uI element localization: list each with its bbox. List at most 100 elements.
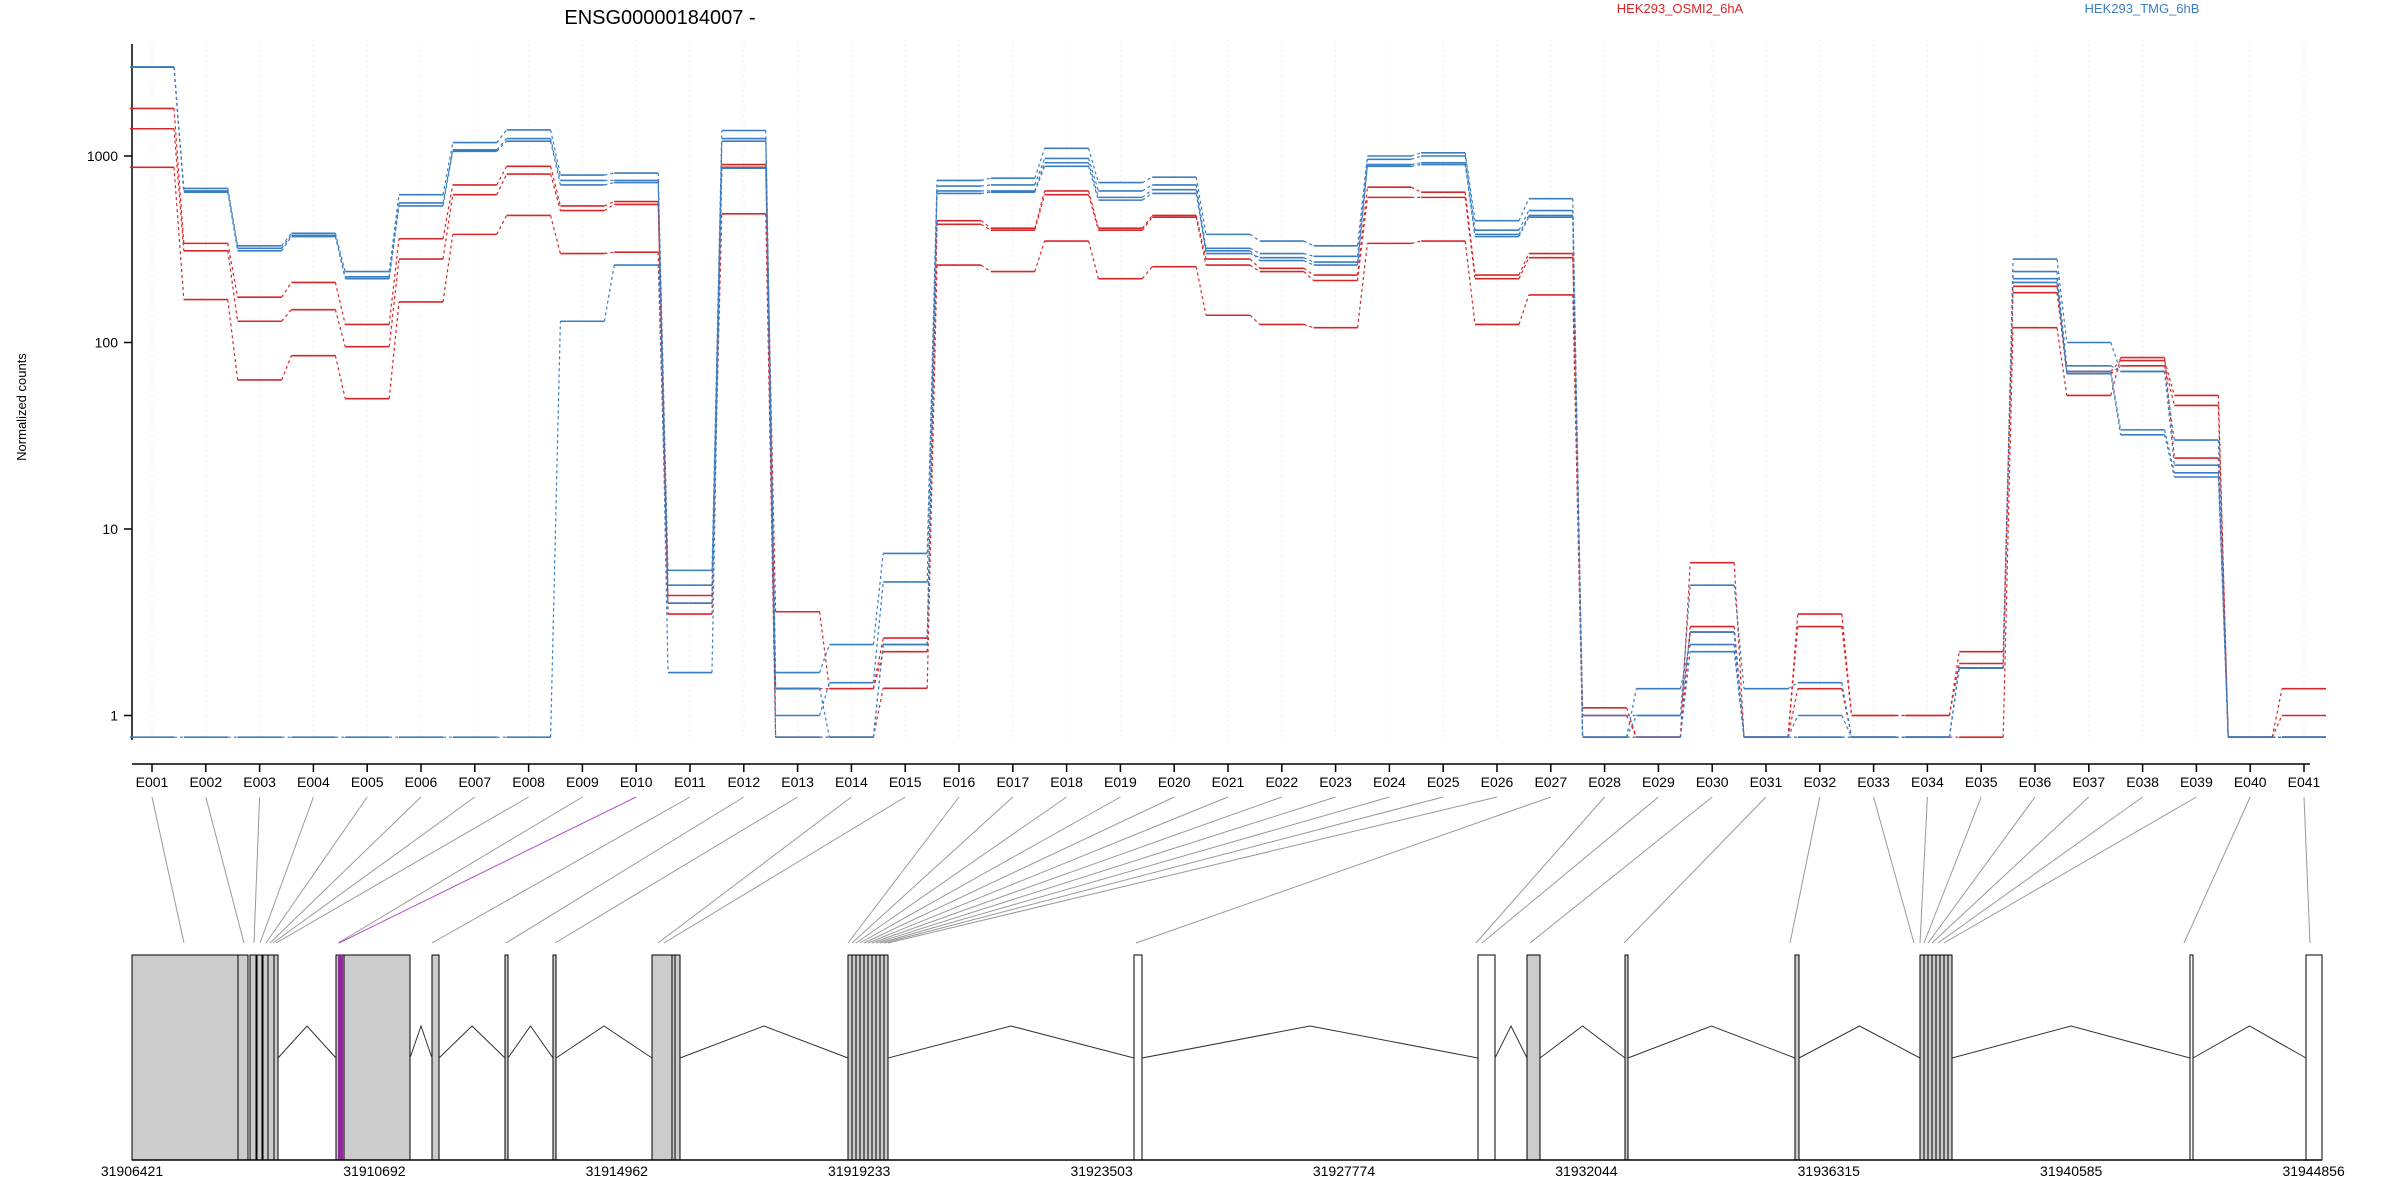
intron-9 xyxy=(1494,1024,1528,1059)
series-3-link xyxy=(173,167,185,300)
series-7-link xyxy=(1411,163,1422,167)
series-6-link xyxy=(1679,644,1691,689)
series-1-link xyxy=(2164,360,2175,396)
x-tick-label-e011: E011 xyxy=(674,774,706,790)
connector-e004 xyxy=(259,796,314,944)
series-7-link xyxy=(2217,476,2229,738)
series-4-link xyxy=(1088,148,1099,183)
series-lines xyxy=(130,66,2326,738)
series-2-link xyxy=(1303,271,1315,281)
x-tick-label-e003: E003 xyxy=(243,774,276,790)
x-tick-label-e017: E017 xyxy=(996,774,1029,790)
x-tick-label-e016: E016 xyxy=(943,774,976,790)
x-tick-label-e020: E020 xyxy=(1158,774,1191,790)
genomic-tick-label-6: 31927774 xyxy=(1313,1163,1376,1179)
x-tick-label-e025: E025 xyxy=(1427,774,1460,790)
series-5-link xyxy=(550,138,561,181)
exon-block-11 xyxy=(504,954,509,1161)
series-1-link xyxy=(281,282,292,298)
gene-model: 31906421 31910692 31914962 31919233 31923503… xyxy=(101,954,2345,1179)
series-5-link xyxy=(980,184,991,187)
series-7-link xyxy=(1034,166,1046,193)
series-3-link xyxy=(1357,243,1368,328)
series-2-link xyxy=(1841,626,1853,716)
exon-block-36 xyxy=(1939,954,1945,1161)
series-1-link xyxy=(442,184,454,239)
series-2-link xyxy=(281,309,292,322)
x-tick-label-e040: E040 xyxy=(2234,774,2267,790)
connector-e009 xyxy=(337,796,583,944)
connector-e018 xyxy=(855,796,1067,944)
series-1 xyxy=(130,107,2326,738)
series-3-link xyxy=(1411,240,1422,244)
series-6-link xyxy=(819,688,830,738)
exon-block-24 xyxy=(879,954,885,1161)
exon-block-33 xyxy=(1927,954,1933,1161)
series-3-link xyxy=(227,299,239,380)
series-2-link xyxy=(550,173,561,211)
connector-e013 xyxy=(554,796,798,944)
series-2-link xyxy=(1034,194,1046,231)
series-3-link xyxy=(388,301,400,399)
series-2-link xyxy=(980,223,992,231)
series-4-link xyxy=(980,177,991,181)
genomic-tick-label-3: 31914962 xyxy=(586,1163,649,1179)
exon-block-31 xyxy=(1919,954,1925,1161)
series-5-link xyxy=(2217,439,2229,738)
series-3-link xyxy=(281,355,292,381)
exon-block-13 xyxy=(651,954,673,1161)
intron-11 xyxy=(1627,1025,1796,1059)
chart-title: ENSG00000184007 - xyxy=(564,7,755,29)
connector-e028 xyxy=(1475,796,1605,944)
x-tick-label-e009: E009 xyxy=(566,774,599,790)
connector-e017 xyxy=(851,796,1014,944)
connector-e036 xyxy=(1927,796,2036,944)
connector-e012 xyxy=(505,796,745,944)
series-1-link xyxy=(819,611,830,689)
series-1-link xyxy=(1411,186,1422,193)
series-4-link xyxy=(496,129,508,143)
connector-e005 xyxy=(265,796,368,944)
series-4-link xyxy=(550,129,561,176)
x-tick-label-e039: E039 xyxy=(2180,774,2213,790)
series-7 xyxy=(130,163,2326,738)
intron-1 xyxy=(277,1025,337,1059)
series-1-link xyxy=(1141,215,1153,229)
series-6-link xyxy=(765,141,777,689)
series-6-link xyxy=(388,205,400,279)
intron-13 xyxy=(1951,1025,2191,1059)
series-5-link xyxy=(1142,184,1153,192)
exon-block-32 xyxy=(1923,954,1929,1161)
series-2-link xyxy=(388,259,400,347)
x-tick-label-e019: E019 xyxy=(1104,774,1137,790)
series-2-link xyxy=(1464,197,1476,279)
legend-label-osmi2: HEK293_OSMI2_6hA xyxy=(1617,1,1744,16)
exon-block-27 xyxy=(1477,954,1496,1161)
series-4-link xyxy=(1679,585,1691,716)
series-7-link xyxy=(1679,651,1691,738)
exon-connectors xyxy=(151,796,2311,944)
x-tick-label-e041: E041 xyxy=(2288,774,2321,790)
x-tick-label-e024: E024 xyxy=(1373,774,1406,790)
series-6-link xyxy=(1357,164,1368,263)
series-7-link xyxy=(980,191,991,195)
x-tick-label-e010: E010 xyxy=(620,774,653,790)
y-tick-label-1000: 1000 xyxy=(87,148,118,164)
series-3-link xyxy=(872,688,884,738)
x-tick-label-e004: E004 xyxy=(297,774,330,790)
intron-3 xyxy=(438,1025,506,1059)
exon-block-3 xyxy=(249,954,257,1161)
series-4-link xyxy=(1411,152,1422,157)
series-7-link xyxy=(711,168,723,604)
series-7-link xyxy=(657,265,669,604)
connector-e022 xyxy=(871,796,1282,944)
exon-block-17 xyxy=(851,954,857,1161)
series-3-link xyxy=(334,355,346,399)
intron-14 xyxy=(2192,1025,2307,1059)
series-2-link xyxy=(173,128,185,251)
series-2-link xyxy=(1141,216,1153,231)
x-tick-label-e027: E027 xyxy=(1534,774,1567,790)
series-4-link xyxy=(1626,715,1637,738)
series-5-link xyxy=(227,190,239,249)
series-4-link xyxy=(227,188,239,246)
